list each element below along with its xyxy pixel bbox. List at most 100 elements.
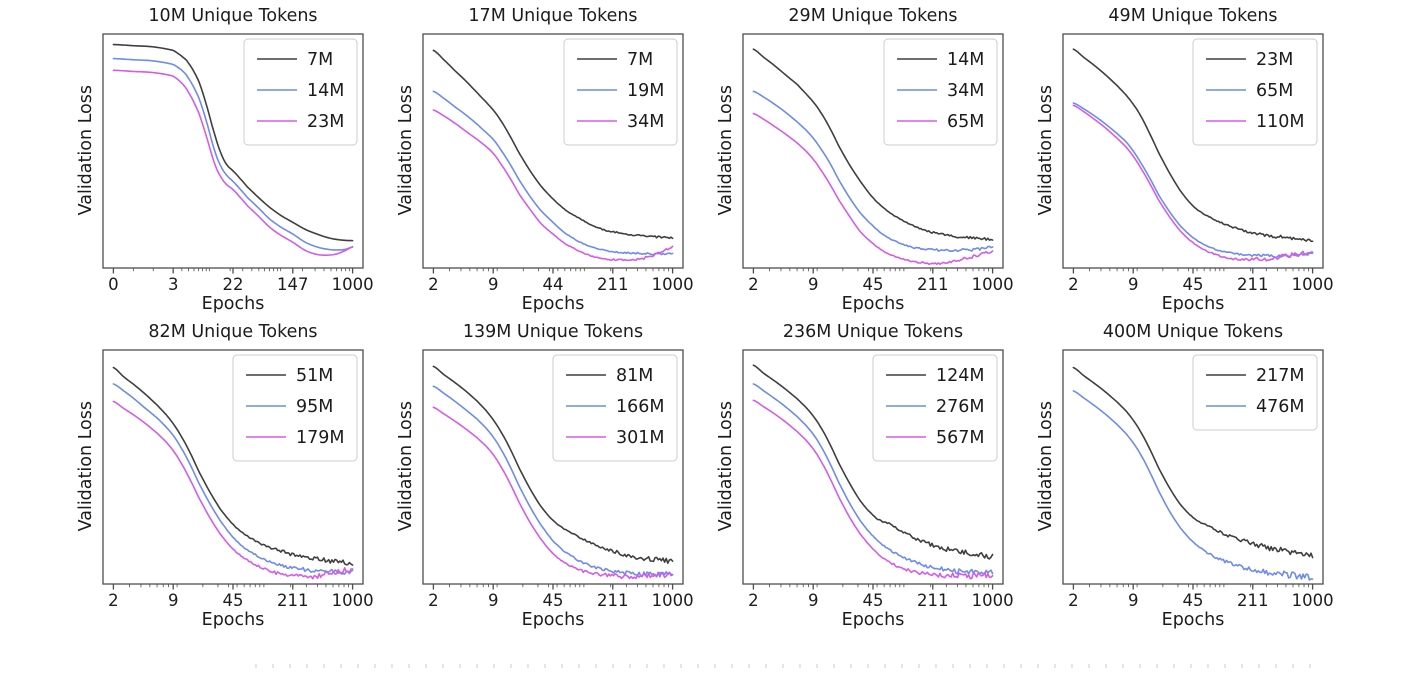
subplot-title: 139M Unique Tokens [462, 322, 644, 342]
x-tick-label: 9 [1128, 591, 1139, 610]
x-axis-ticks: 2 9 45 211 1000 [1068, 268, 1334, 294]
curve-476m [1072, 390, 1314, 581]
subplot-17m-unique-tokens: 17M Unique Tokens Validation Loss 2 9 44 21… [360, 4, 694, 320]
x-tick-label: 2 [1068, 591, 1079, 610]
legend-entry-label: 301M [616, 428, 665, 448]
legend-entry-label: 65M [1256, 81, 1293, 101]
legend: 81M 166M 301M [552, 354, 678, 462]
subplot-29m-unique-tokens: 29M Unique Tokens Validation Loss 2 9 45 21… [680, 4, 1014, 320]
legend-box [883, 38, 998, 146]
x-tick-label: 211 [1237, 275, 1269, 294]
subplot-400m-unique-tokens: 400M Unique Tokens Validation Loss 2 9 45 2… [1000, 320, 1334, 636]
x-tick-label: 2 [428, 275, 439, 294]
curve-7m [112, 43, 354, 242]
y-axis-label: Validation Loss [396, 401, 416, 532]
curve-23m [1072, 48, 1314, 243]
legend-entry-label: 7M [307, 50, 333, 70]
subplot-139m-unique-tokens: 139M Unique Tokens Validation Loss 2 9 45 2… [360, 320, 694, 636]
curve-7m [432, 49, 674, 240]
curve-276m [752, 383, 994, 576]
legend-entry-label: 23M [1256, 50, 1293, 70]
legend-entry-label: 124M [936, 366, 985, 386]
x-tick-label: 45 [1183, 591, 1204, 610]
x-tick-label: 211 [917, 591, 949, 610]
legend: 7M 19M 34M [563, 38, 678, 146]
curve-65m [1072, 102, 1314, 259]
plot-canvas: 2 9 45 211 1000 23M 65M 110M [1062, 33, 1334, 294]
x-axis-ticks: 2 9 45 211 1000 [108, 584, 374, 610]
legend-box [563, 38, 678, 146]
x-axis-label: Epochs [1161, 610, 1225, 630]
x-tick-label: 211 [597, 591, 629, 610]
plot-canvas: 2 9 45 211 1000 14M 34M 65M [742, 33, 1014, 294]
y-axis-label: Validation Loss [1036, 401, 1056, 532]
x-tick-label: 1000 [332, 591, 374, 610]
legend: 124M 276M 567M [872, 354, 998, 462]
x-tick-label: 211 [1237, 591, 1269, 610]
subplot-49m-unique-tokens: 49M Unique Tokens Validation Loss 2 9 45 21… [1000, 4, 1334, 320]
legend-box [243, 38, 358, 146]
curve-23m [112, 69, 354, 256]
x-tick-label: 0 [108, 275, 119, 294]
legend-box [1192, 38, 1318, 146]
x-tick-label: 9 [168, 591, 179, 610]
curve-124m [752, 364, 994, 560]
y-axis-label: Validation Loss [76, 401, 96, 532]
subplot-title: 400M Unique Tokens [1102, 322, 1284, 342]
plot-canvas: 2 9 45 211 1000 51M 95M 179M [102, 349, 374, 610]
curve-81m [432, 365, 674, 565]
x-axis-label: Epochs [521, 610, 585, 630]
curve-34m [432, 109, 674, 262]
legend-entry-label: 276M [936, 397, 985, 417]
legend-entry-label: 34M [947, 81, 984, 101]
subplot-title: 17M Unique Tokens [468, 6, 638, 26]
x-axis-label: Epochs [1161, 294, 1225, 314]
legend-entry-label: 110M [1256, 112, 1305, 132]
x-tick-label: 22 [223, 275, 244, 294]
x-tick-label: 2 [748, 591, 759, 610]
x-axis-ticks: 2 9 45 211 1000 [428, 584, 694, 610]
y-axis-label: Validation Loss [76, 85, 96, 216]
legend: 217M 476M [1192, 354, 1318, 431]
subplot-grid: 10M Unique Tokens Validation Loss 0 3 22 14… [76, 4, 1334, 636]
legend: 23M 65M 110M [1192, 38, 1318, 146]
y-axis-label: Validation Loss [1036, 85, 1056, 216]
legend-entry-label: 95M [296, 397, 333, 417]
x-tick-label: 2 [108, 591, 119, 610]
legend-entry-label: 34M [627, 112, 664, 132]
plot-canvas: 2 9 45 211 1000 124M 276M 567M [742, 349, 1014, 610]
legend-entry-label: 23M [307, 112, 344, 132]
legend-entry-label: 81M [616, 366, 653, 386]
legend-entry-label: 567M [936, 428, 985, 448]
x-tick-label: 1000 [652, 275, 694, 294]
curve-166m [432, 385, 674, 578]
x-axis-ticks: 2 9 44 211 1000 [428, 268, 694, 294]
x-tick-label: 45 [863, 275, 884, 294]
legend-box [232, 354, 358, 462]
x-axis-label: Epochs [841, 294, 905, 314]
x-tick-label: 211 [277, 591, 309, 610]
x-tick-label: 147 [277, 275, 309, 294]
x-axis-ticks: 2 9 45 211 1000 [1068, 584, 1334, 610]
legend-entry-label: 217M [1256, 366, 1305, 386]
x-tick-label: 45 [863, 591, 884, 610]
curve-65m [752, 112, 994, 266]
legend-entry-label: 14M [307, 81, 344, 101]
x-tick-label: 2 [748, 275, 759, 294]
legend-entry-label: 65M [947, 112, 984, 132]
legend-entry-label: 14M [947, 50, 984, 70]
legend-box [552, 354, 678, 462]
x-tick-label: 44 [543, 275, 564, 294]
curve-34m [752, 90, 994, 253]
x-tick-label: 1000 [1292, 275, 1334, 294]
x-tick-label: 9 [808, 591, 819, 610]
subplot-title: 236M Unique Tokens [782, 322, 964, 342]
x-tick-label: 9 [488, 591, 499, 610]
x-tick-label: 211 [597, 275, 629, 294]
x-axis-ticks: 2 9 45 211 1000 [748, 584, 1014, 610]
legend-entry-label: 179M [296, 428, 345, 448]
curve-301m [432, 406, 674, 580]
x-tick-label: 1000 [972, 591, 1014, 610]
curve-14m [112, 57, 354, 251]
